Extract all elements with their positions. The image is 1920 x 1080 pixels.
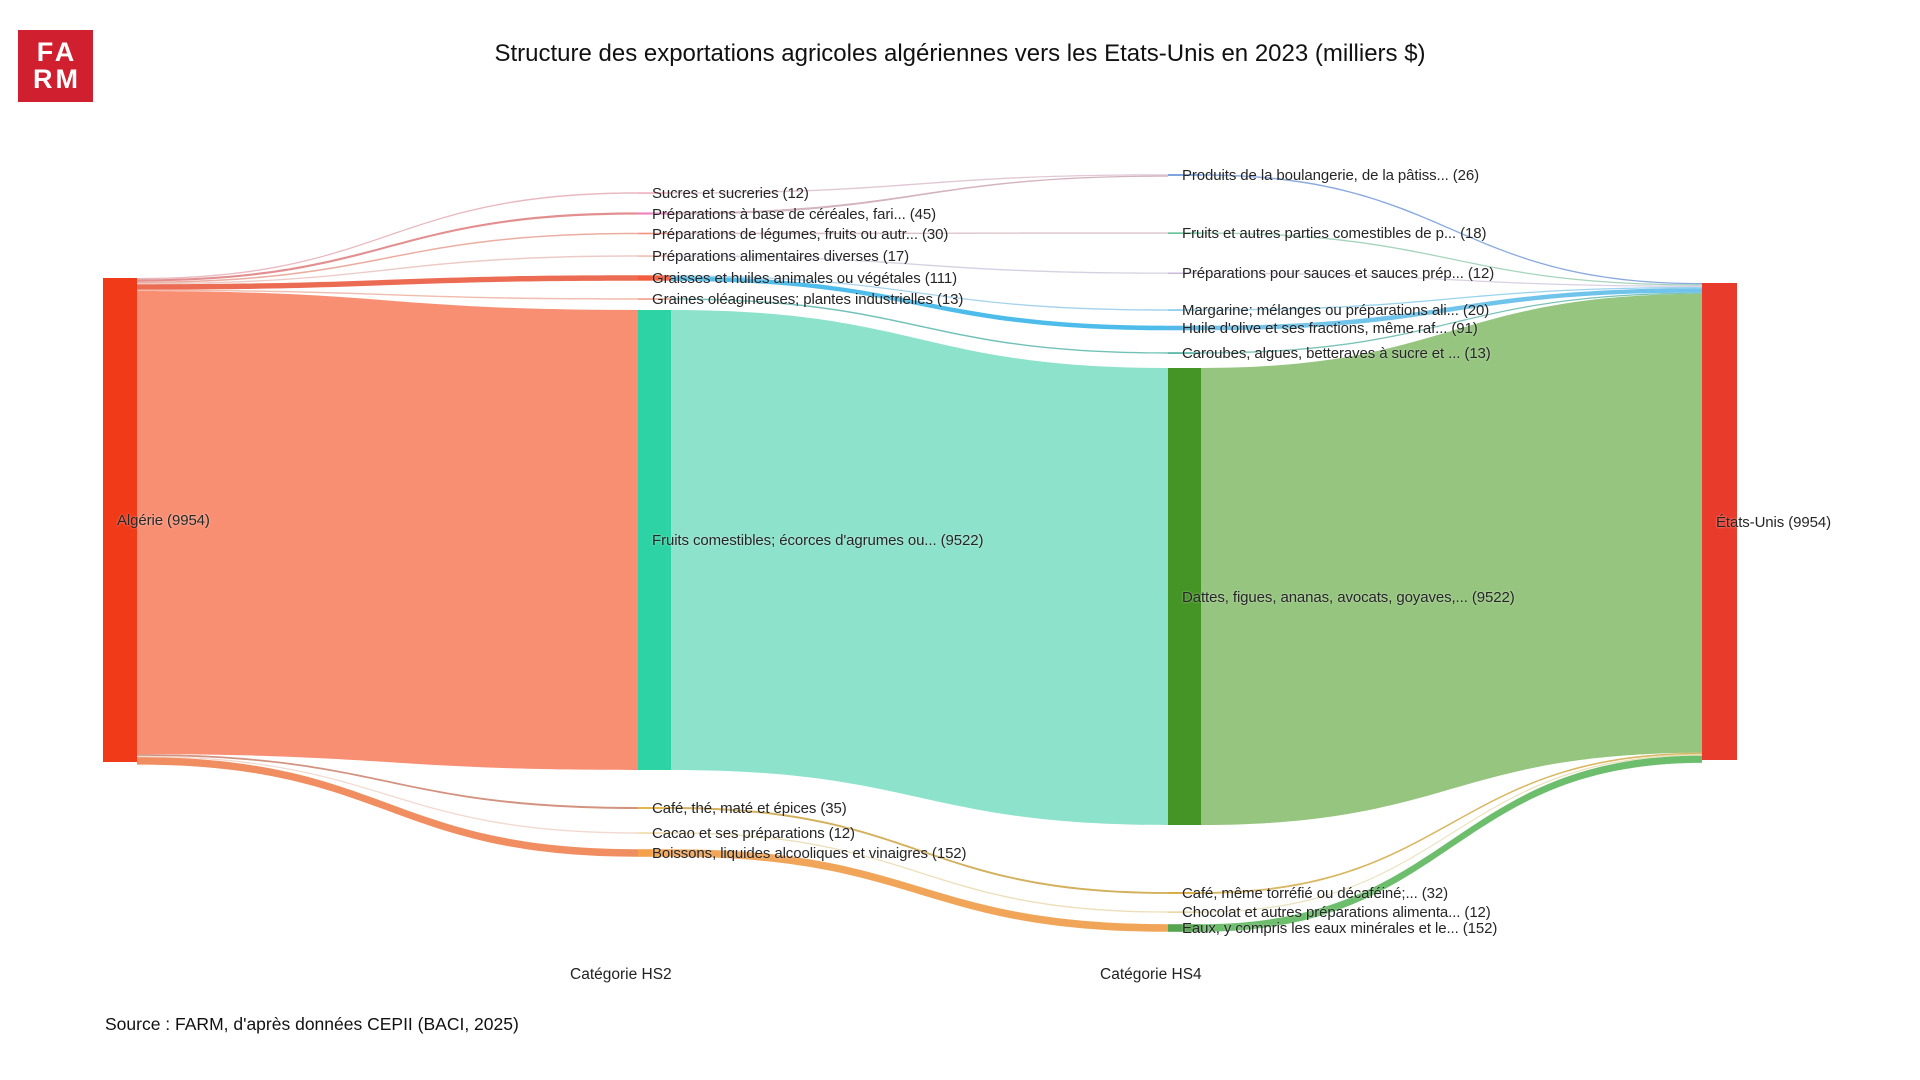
node-label-eu: États-Unis (9954) (1716, 513, 1832, 531)
node-label-sauces: Préparations pour sauces et sauces prép.… (1182, 265, 1495, 283)
node-label-cacao: Cacao et ses préparations (12) (652, 825, 855, 842)
sankey-node-graisses[interactable] (638, 275, 671, 281)
sankey-link-dattes-eu[interactable] (1201, 293, 1702, 825)
sankey-node-caroubes[interactable] (1168, 352, 1201, 354)
node-label-dattes: Dattes, figues, ananas, avocats, goyaves… (1182, 588, 1515, 606)
sankey-link-algerie-prepcer[interactable] (137, 212, 638, 282)
sankey-link-eaux-eu[interactable] (1201, 755, 1702, 932)
node-label-margarine: Margarine; mélanges ou préparations ali.… (1182, 302, 1490, 319)
sankey-link-algerie-prepleg[interactable] (137, 232, 638, 283)
sankey-link-cafet-eu[interactable] (1201, 752, 1702, 894)
farm-logo: FA RM (18, 30, 93, 102)
sankey-node-prepalim[interactable] (638, 255, 671, 257)
sankey-node-huile[interactable] (1168, 325, 1201, 331)
sankey-node-cafe[interactable] (638, 807, 671, 809)
sankey-node-margarine[interactable] (1168, 309, 1201, 311)
farm-logo-line1: FA (36, 37, 78, 67)
sankey-node-cafet[interactable] (1168, 892, 1201, 894)
farm-logo-line2: RM (33, 64, 81, 94)
sankey-link-fruitsp-eu[interactable] (1201, 232, 1702, 286)
sankey-link-caroubes-eu[interactable] (1201, 292, 1702, 354)
sankey-link-sucres-produits[interactable] (671, 174, 1168, 194)
sankey-node-dattes[interactable] (1168, 368, 1201, 825)
sankey-node-fruits[interactable] (638, 310, 671, 770)
sankey-node-boissons[interactable] (638, 849, 671, 857)
sankey-link-algerie-fruits[interactable] (137, 290, 638, 770)
sankey-link-graisses-margarine[interactable] (671, 275, 1168, 311)
sankey-node-sucres[interactable] (638, 192, 671, 194)
node-label-boissons: Boissons, liquides alcooliques et vinaig… (652, 845, 967, 862)
sankey-node-produits[interactable] (1168, 174, 1201, 176)
sankey-link-algerie-cafe[interactable] (137, 754, 638, 809)
sankey-link-margarine-eu[interactable] (1201, 286, 1702, 311)
sankey-link-chocolat-eu[interactable] (1201, 754, 1702, 913)
sankey-link-algerie-sucres[interactable] (137, 192, 638, 280)
sankey-link-sauces-eu[interactable] (1201, 272, 1702, 287)
sankey-link-fruits-dattes[interactable] (671, 310, 1168, 825)
node-label-sucres: Sucres et sucreries (12) (652, 185, 809, 202)
sankey-link-graines-caroubes[interactable] (671, 298, 1168, 354)
sankey-node-chocolat[interactable] (1168, 911, 1201, 913)
node-label-prepleg: Préparations de légumes, fruits ou autr.… (652, 225, 949, 243)
sankey-link-huile-eu[interactable] (1201, 288, 1702, 331)
column-label-hs4: Catégorie HS4 (1100, 966, 1202, 983)
node-label-huile: Huile d'olive et ses fractions, même raf… (1182, 320, 1478, 337)
sankey-link-prepalim-sauces[interactable] (671, 255, 1168, 274)
node-label-fruitsp: Fruits et autres parties comestibles de … (1182, 225, 1487, 242)
node-label-prepalim: Préparations alimentaires diverses (17) (652, 248, 910, 265)
sankey-node-eaux[interactable] (1168, 924, 1201, 932)
sankey-link-prepcer-produits[interactable] (671, 175, 1168, 215)
sankey-node-sauces[interactable] (1168, 272, 1201, 275)
sankey-link-boissons-eaux[interactable] (671, 849, 1168, 932)
sankey-link-algerie-cacao[interactable] (137, 755, 638, 834)
node-label-eaux: Eaux, y compris les eaux minérales et le… (1182, 920, 1498, 937)
sankey-node-prepcer[interactable] (638, 212, 671, 215)
sankey-node-fruitsp[interactable] (1168, 232, 1201, 234)
sankey-link-graisses-huile[interactable] (671, 276, 1168, 331)
sankey-link-produits-eu[interactable] (1201, 174, 1702, 285)
sankey-node-cacao[interactable] (638, 832, 671, 834)
node-label-prepcer: Préparations à base de céréales, fari...… (652, 205, 936, 223)
sankey-link-cacao-chocolat[interactable] (671, 832, 1168, 913)
sankey-node-algerie[interactable] (103, 278, 137, 762)
sankey-node-prepleg[interactable] (638, 232, 671, 235)
sankey-link-algerie-boissons[interactable] (137, 757, 638, 857)
sankey-link-cafe-cafet[interactable] (671, 807, 1168, 894)
sankey-link-prepleg-fruitsp[interactable] (671, 232, 1168, 235)
node-label-fruits: Fruits comestibles; écorces d'agrumes ou… (652, 532, 984, 549)
sankey-link-algerie-prepalim[interactable] (137, 255, 638, 285)
sankey-node-eu[interactable] (1702, 283, 1737, 760)
node-label-caroubes: Caroubes, algues, betteraves à sucre et … (1182, 345, 1491, 362)
node-label-graisses: Graisses et huiles animales ou végétales… (652, 270, 958, 287)
node-label-cafet: Café, même torréfié ou décaféiné;... (32… (1182, 884, 1449, 902)
sankey-link-algerie-graines[interactable] (137, 289, 638, 300)
node-label-chocolat: Chocolat et autres préparations alimenta… (1182, 904, 1491, 921)
node-label-graines: Graines oléagineuses; plantes industriel… (652, 291, 964, 308)
sankey-link-algerie-graisses[interactable] (137, 275, 638, 290)
chart-title: Structure des exportations agricoles alg… (494, 40, 1426, 67)
column-label-hs2: Catégorie HS2 (570, 966, 672, 983)
sankey-node-graines[interactable] (638, 298, 671, 300)
node-label-algerie: Algérie (9954) (117, 512, 210, 529)
node-label-produits: Produits de la boulangerie, de la pâtiss… (1182, 167, 1480, 184)
node-label-cafe: Café, thé, maté et épices (35) (652, 800, 847, 817)
source-note: Source : FARM, d'après données CEPII (BA… (105, 1014, 519, 1034)
